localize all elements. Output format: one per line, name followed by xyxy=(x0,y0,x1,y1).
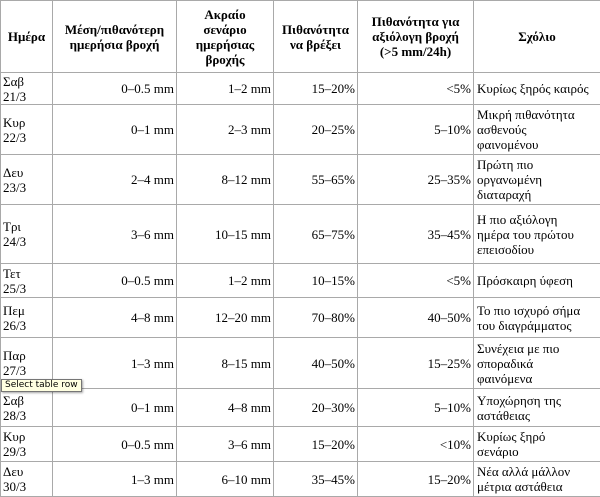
day-cell: Κυρ 22/3 xyxy=(0,104,53,155)
extreme-rain-cell: 12–20 mm xyxy=(176,297,274,338)
table-row[interactable]: Κυρ 29/3 0–0.5 mm 3–6 mm 15–20% <10% Κυρ… xyxy=(0,426,600,462)
day-cell: Σαβ 21/3 xyxy=(0,72,53,105)
table-row[interactable]: Σαβ 21/3 0–0.5 mm 1–2 mm 15–20% <5% Κυρί… xyxy=(0,72,600,105)
header-mean-rain[interactable]: Μέση/πιθανότερη ημερήσια βροχή xyxy=(52,0,177,73)
comment-cell: Κυρίως ξηρό σενάριο xyxy=(473,426,600,462)
extreme-rain-cell: 10–15 mm xyxy=(176,204,274,264)
significant-rain-cell: <5% xyxy=(357,263,474,298)
comment-cell: Συνέχεια με πιο σποραδικά φαινόμενα xyxy=(473,337,600,389)
table-row[interactable]: Δευ 30/3 1–3 mm 6–10 mm 35–45% 15–20% Νέ… xyxy=(0,461,600,497)
comment-cell: Το πιο ισχυρό σήμα του διαγράμματος xyxy=(473,297,600,338)
significant-rain-cell: <10% xyxy=(357,426,474,462)
comment-cell: Μικρή πιθανότητα ασθενούς φαινομένου xyxy=(473,104,600,155)
day-cell: Κυρ 29/3 xyxy=(0,426,53,462)
extreme-rain-cell: 2–3 mm xyxy=(176,104,274,155)
mean-rain-cell: 3–6 mm xyxy=(52,204,177,264)
significant-rain-cell: 15–20% xyxy=(357,461,474,497)
table-row[interactable]: Σαβ 28/3 0–1 mm 4–8 mm 20–30% 5–10% Υποχ… xyxy=(0,388,600,427)
table-row[interactable]: Πεμ 26/3 4–8 mm 12–20 mm 70–80% 40–50% Τ… xyxy=(0,297,600,338)
significant-rain-cell: 25–35% xyxy=(357,154,474,205)
header-day[interactable]: Ημέρα xyxy=(0,0,53,73)
comment-cell: Υποχώρηση της αστάθειας xyxy=(473,388,600,427)
rain-probability-cell: 35–45% xyxy=(273,461,358,497)
day-cell: Τετ 25/3 xyxy=(0,263,53,298)
comment-cell: Πρώτη πιο οργανωμένη διαταραχή xyxy=(473,154,600,205)
significant-rain-cell: 35–45% xyxy=(357,204,474,264)
table-row[interactable]: Κυρ 22/3 0–1 mm 2–3 mm 20–25% 5–10% Μικρ… xyxy=(0,104,600,155)
extreme-rain-cell: 8–12 mm xyxy=(176,154,274,205)
mean-rain-cell: 4–8 mm xyxy=(52,297,177,338)
comment-cell: Κυρίως ξηρός καιρός xyxy=(473,72,600,105)
significant-rain-cell: 15–25% xyxy=(357,337,474,389)
mean-rain-cell: 1–3 mm xyxy=(52,461,177,497)
comment-cell: Η πιο αξιόλογη ημέρα του πρώτου επεισοδί… xyxy=(473,204,600,264)
mean-rain-cell: 0–1 mm xyxy=(52,104,177,155)
comment-cell: Πρόσκαιρη ύφεση xyxy=(473,263,600,298)
mean-rain-cell: 0–0.5 mm xyxy=(52,426,177,462)
day-cell: Τρι 24/3 xyxy=(0,204,53,264)
rain-probability-cell: 20–30% xyxy=(273,388,358,427)
mean-rain-cell: 0–0.5 mm xyxy=(52,72,177,105)
extreme-rain-cell: 8–15 mm xyxy=(176,337,274,389)
significant-rain-cell: 5–10% xyxy=(357,104,474,155)
rain-probability-cell: 15–20% xyxy=(273,426,358,462)
header-rain-probability[interactable]: Πιθανότητα να βρέξει xyxy=(273,0,358,73)
table-row[interactable]: Δευ 23/3 2–4 mm 8–12 mm 55–65% 25–35% Πρ… xyxy=(0,154,600,205)
extreme-rain-cell: 3–6 mm xyxy=(176,426,274,462)
day-cell: Δευ 30/3 xyxy=(0,461,53,497)
extreme-rain-cell: 6–10 mm xyxy=(176,461,274,497)
day-cell: Πεμ 26/3 xyxy=(0,297,53,338)
rain-probability-cell: 15–20% xyxy=(273,72,358,105)
rain-probability-cell: 55–65% xyxy=(273,154,358,205)
significant-rain-cell: 40–50% xyxy=(357,297,474,338)
rain-probability-cell: 20–25% xyxy=(273,104,358,155)
header-significant-rain-probability[interactable]: Πιθανότητα για αξιόλογη βροχή (>5 mm/24h… xyxy=(357,0,474,73)
table-row[interactable]: Τρι 24/3 3–6 mm 10–15 mm 65–75% 35–45% Η… xyxy=(0,204,600,264)
select-row-tooltip: Select table row xyxy=(1,379,82,392)
header-row: Ημέρα Μέση/πιθανότερη ημερήσια βροχή Ακρ… xyxy=(0,0,600,73)
comment-cell: Νέα αλλά μάλλον μέτρια αστάθεια xyxy=(473,461,600,497)
day-cell: Σαβ 28/3 xyxy=(0,388,53,427)
header-comment[interactable]: Σχόλιο xyxy=(473,0,600,73)
rain-probability-cell: 65–75% xyxy=(273,204,358,264)
extreme-rain-cell: 1–2 mm xyxy=(176,72,274,105)
table-row[interactable]: Παρ 27/3 1–3 mm 8–15 mm 40–50% 15–25% Συ… xyxy=(0,337,600,389)
mean-rain-cell: 0–0.5 mm xyxy=(52,263,177,298)
extreme-rain-cell: 1–2 mm xyxy=(176,263,274,298)
mean-rain-cell: 2–4 mm xyxy=(52,154,177,205)
significant-rain-cell: <5% xyxy=(357,72,474,105)
mean-rain-cell: 0–1 mm xyxy=(52,388,177,427)
extreme-rain-cell: 4–8 mm xyxy=(176,388,274,427)
rain-probability-cell: 40–50% xyxy=(273,337,358,389)
day-cell: Δευ 23/3 xyxy=(0,154,53,205)
rain-probability-cell: 70–80% xyxy=(273,297,358,338)
rain-probability-cell: 10–15% xyxy=(273,263,358,298)
table-row[interactable]: Τετ 25/3 0–0.5 mm 1–2 mm 10–15% <5% Πρόσ… xyxy=(0,263,600,298)
significant-rain-cell: 5–10% xyxy=(357,388,474,427)
header-extreme-rain[interactable]: Ακραίο σενάριο ημερήσιας βροχής xyxy=(176,0,274,73)
